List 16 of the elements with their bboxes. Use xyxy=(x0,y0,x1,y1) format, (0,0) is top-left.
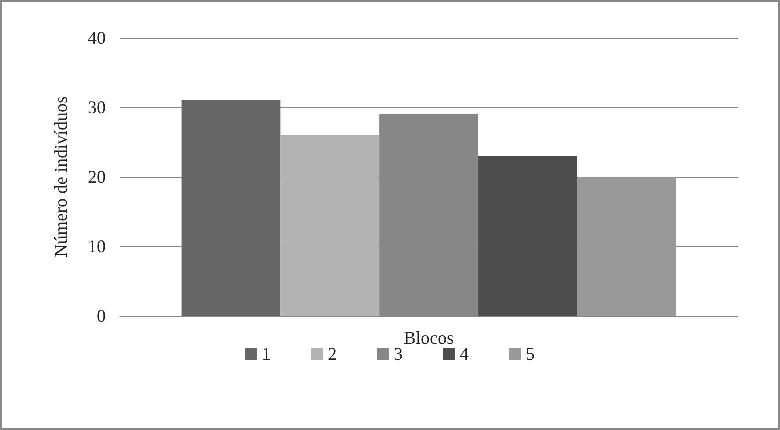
bar xyxy=(478,156,578,316)
y-axis-title: Número de indivíduos xyxy=(51,96,71,258)
y-tick-label: 0 xyxy=(97,306,106,326)
y-tick-label: 30 xyxy=(88,98,106,118)
bar xyxy=(280,135,380,316)
y-tick-label: 40 xyxy=(88,28,106,48)
legend-label: 2 xyxy=(328,344,337,364)
bar xyxy=(182,100,281,316)
legend-label: 3 xyxy=(394,344,403,364)
legend-label: 4 xyxy=(460,344,469,364)
x-axis-title: Blocos xyxy=(404,328,454,348)
bar xyxy=(577,177,676,316)
legend-label: 5 xyxy=(526,344,535,364)
legend-label: 1 xyxy=(262,344,271,364)
y-tick-label: 20 xyxy=(88,167,106,187)
y-tick-label: 10 xyxy=(88,236,106,256)
